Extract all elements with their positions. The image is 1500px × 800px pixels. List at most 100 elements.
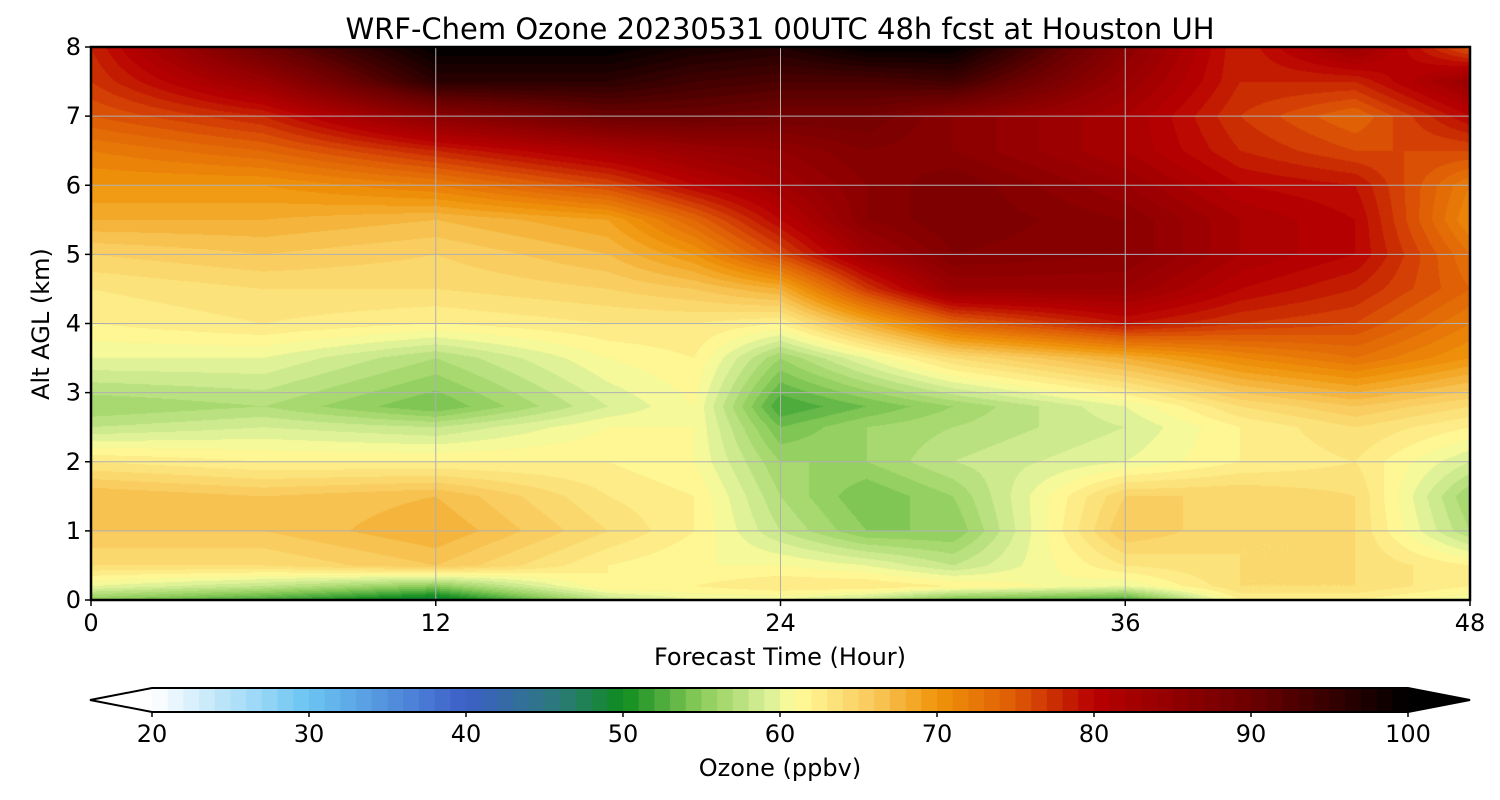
colorbar-level: [183, 688, 200, 712]
colorbar-tick-label: 40: [451, 720, 482, 748]
y-tick-label: 4: [66, 310, 81, 338]
colorbar-level: [732, 688, 750, 712]
y-axis-title: Alt AGL (km): [27, 248, 55, 400]
colorbar-level: [1188, 688, 1205, 712]
x-tick-label: 0: [83, 609, 98, 637]
colorbar-tick-label: 20: [137, 720, 168, 748]
x-axis-title: Forecast Time (Hour): [654, 643, 906, 671]
colorbar-tick-label: 50: [608, 720, 639, 748]
colorbar-level: [1109, 688, 1126, 712]
colorbar-level: [560, 688, 577, 712]
colorbar-level: [450, 688, 467, 712]
colorbar-label: Ozone (ppbv): [699, 754, 861, 782]
colorbar-level: [513, 688, 530, 712]
colorbar-level: [1031, 688, 1048, 712]
colorbar-level: [214, 688, 232, 712]
colorbar-tick-label: 100: [1385, 720, 1431, 748]
y-tick-label: 8: [66, 33, 81, 61]
colorbar-high-extension: [1408, 688, 1470, 712]
colorbar-level: [199, 688, 216, 712]
colorbar-level: [1141, 688, 1158, 712]
y-tick-label: 7: [66, 102, 81, 130]
colorbar-level: [371, 688, 389, 712]
colorbar-level: [685, 688, 703, 712]
x-axis: 0 12 24 36 48: [83, 600, 1485, 637]
y-tick-label: 5: [66, 240, 81, 268]
colorbar-level: [1219, 688, 1236, 712]
colorbar-tick-label: 90: [1236, 720, 1267, 748]
colorbar-level: [1329, 688, 1346, 712]
colorbar-level: [1345, 688, 1362, 712]
colorbar-level: [434, 688, 451, 712]
y-tick-label: 0: [66, 586, 81, 614]
colorbar-level: [1046, 688, 1064, 712]
colorbar-level: [623, 688, 640, 712]
y-tick-label: 3: [66, 379, 81, 407]
colorbar-level: [921, 688, 938, 712]
colorbar-level: [1078, 688, 1095, 712]
colorbar-level: [670, 688, 687, 712]
colorbar-level: [1360, 688, 1378, 712]
colorbar-level: [277, 688, 294, 712]
colorbar-level: [340, 688, 357, 712]
colorbar-level: [1392, 688, 1409, 712]
y-tick-label: 2: [66, 448, 81, 476]
colorbar-level: [387, 688, 404, 712]
colorbar-level: [1251, 688, 1268, 712]
colorbar-level: [1172, 688, 1189, 712]
x-tick-label: 12: [420, 609, 451, 637]
colorbar-level: [261, 688, 279, 712]
x-tick-label: 24: [765, 609, 796, 637]
colorbar-level: [889, 688, 907, 712]
colorbar-level: [1094, 688, 1111, 712]
colorbar-level: [466, 688, 483, 712]
colorbar-level: [481, 688, 498, 712]
colorbar-level: [1203, 688, 1221, 712]
x-tick-label: 36: [1110, 609, 1141, 637]
colorbar-level: [309, 688, 326, 712]
colorbar-level: [324, 688, 341, 712]
colorbar-level: [842, 688, 860, 712]
colorbar-level: [952, 688, 969, 712]
colorbar-level: [591, 688, 608, 712]
colorbar-level: [167, 688, 184, 712]
colorbar-low-extension: [90, 688, 152, 712]
colorbar-tick-label: 80: [1079, 720, 1110, 748]
colorbar-level: [1156, 688, 1174, 712]
colorbar-level: [858, 688, 875, 712]
colorbar-level: [874, 688, 891, 712]
colorbar-level: [607, 688, 624, 712]
colorbar-level: [795, 688, 812, 712]
colorbar-level: [1298, 688, 1315, 712]
colorbar-level: [780, 688, 797, 712]
colorbar-level: [1235, 688, 1252, 712]
colorbar-tick-label: 60: [765, 720, 796, 748]
colorbar-level: [356, 688, 373, 712]
colorbar-level: [827, 688, 844, 712]
colorbar-level: [418, 688, 436, 712]
colorbar-level: [403, 688, 420, 712]
colorbar-level: [999, 688, 1017, 712]
colorbar-level: [764, 688, 781, 712]
colorbar-level: [293, 688, 310, 712]
y-tick-label: 1: [66, 517, 81, 545]
colorbar-level: [905, 688, 922, 712]
colorbar-level: [701, 688, 718, 712]
colorbar-tick-label: 70: [922, 720, 953, 748]
colorbar-level: [1062, 688, 1079, 712]
colorbar-level: [528, 688, 546, 712]
colorbar-level: [1125, 688, 1142, 712]
y-tick-label: 6: [66, 171, 81, 199]
colorbar: 20 30 40 50 60 70 80 90 100: [89, 687, 1471, 748]
colorbar-level: [246, 688, 263, 712]
colorbar-level: [811, 688, 828, 712]
colorbar-level: [654, 688, 671, 712]
colorbar-level: [717, 688, 734, 712]
colorbar-level: [968, 688, 985, 712]
colorbar-level: [230, 688, 247, 712]
colorbar-level: [575, 688, 593, 712]
colorbar-level: [984, 688, 1001, 712]
colorbar-level: [1015, 688, 1032, 712]
colorbar-level: [748, 688, 765, 712]
